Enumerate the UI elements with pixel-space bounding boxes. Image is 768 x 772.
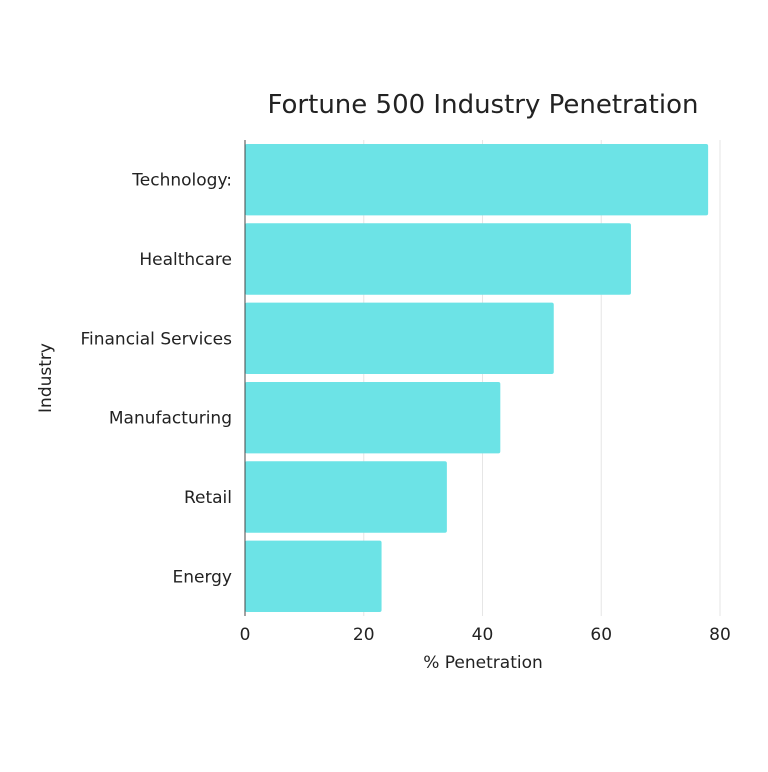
x-tick-label: 80	[709, 625, 731, 645]
category-label: Healthcare	[139, 250, 232, 270]
bar	[245, 461, 447, 533]
x-tick-labels: 0 20 40 60 80	[240, 625, 731, 645]
category-label: Retail	[184, 488, 232, 508]
bar	[245, 381, 501, 454]
bar	[245, 143, 709, 216]
category-label: Technology:	[131, 171, 232, 191]
grid-layer	[363, 140, 721, 616]
category-label: Manufacturing	[109, 409, 232, 429]
bar	[245, 540, 382, 613]
x-tick-label: 40	[472, 625, 494, 645]
x-tick-label: 60	[590, 625, 612, 645]
bars-layer	[245, 143, 709, 613]
category-labels: Technology: Healthcare Financial Services M…	[80, 171, 232, 588]
category-label: Energy	[172, 567, 232, 587]
category-label: Financial Services	[80, 329, 232, 349]
x-axis-title: % Penetration	[423, 653, 543, 673]
x-tick-label: 20	[353, 625, 375, 645]
x-tick-label: 0	[240, 625, 251, 645]
bar	[245, 223, 631, 295]
y-axis-title: Industry	[36, 343, 56, 413]
bar	[245, 302, 554, 375]
chart-title: Fortune 500 Industry Penetration	[268, 90, 699, 120]
